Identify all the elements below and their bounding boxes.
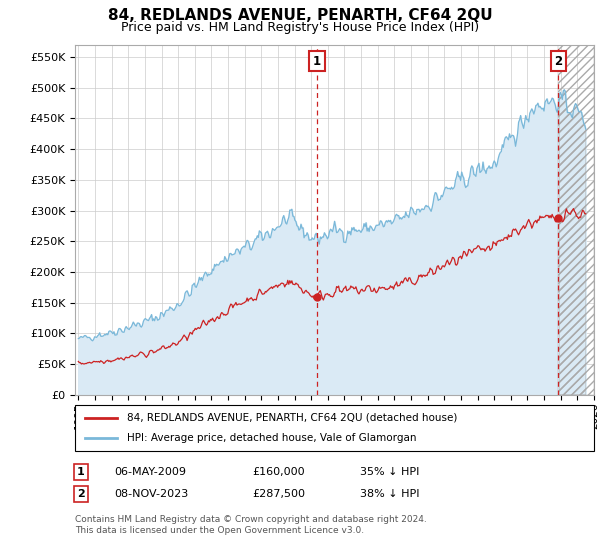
Text: 2: 2 (554, 55, 562, 68)
Text: 38% ↓ HPI: 38% ↓ HPI (360, 489, 419, 499)
Text: £287,500: £287,500 (252, 489, 305, 499)
Text: £160,000: £160,000 (252, 467, 305, 477)
Text: 1: 1 (77, 467, 85, 477)
Text: HPI: Average price, detached house, Vale of Glamorgan: HPI: Average price, detached house, Vale… (127, 433, 416, 443)
Text: 1: 1 (313, 55, 321, 68)
Text: 08-NOV-2023: 08-NOV-2023 (114, 489, 188, 499)
Text: 06-MAY-2009: 06-MAY-2009 (114, 467, 186, 477)
Text: 35% ↓ HPI: 35% ↓ HPI (360, 467, 419, 477)
Text: 84, REDLANDS AVENUE, PENARTH, CF64 2QU: 84, REDLANDS AVENUE, PENARTH, CF64 2QU (107, 8, 493, 24)
Text: 2: 2 (77, 489, 85, 499)
Text: Contains HM Land Registry data © Crown copyright and database right 2024.: Contains HM Land Registry data © Crown c… (75, 515, 427, 524)
Text: This data is licensed under the Open Government Licence v3.0.: This data is licensed under the Open Gov… (75, 526, 364, 535)
Text: 84, REDLANDS AVENUE, PENARTH, CF64 2QU (detached house): 84, REDLANDS AVENUE, PENARTH, CF64 2QU (… (127, 413, 457, 423)
Text: Price paid vs. HM Land Registry's House Price Index (HPI): Price paid vs. HM Land Registry's House … (121, 21, 479, 34)
